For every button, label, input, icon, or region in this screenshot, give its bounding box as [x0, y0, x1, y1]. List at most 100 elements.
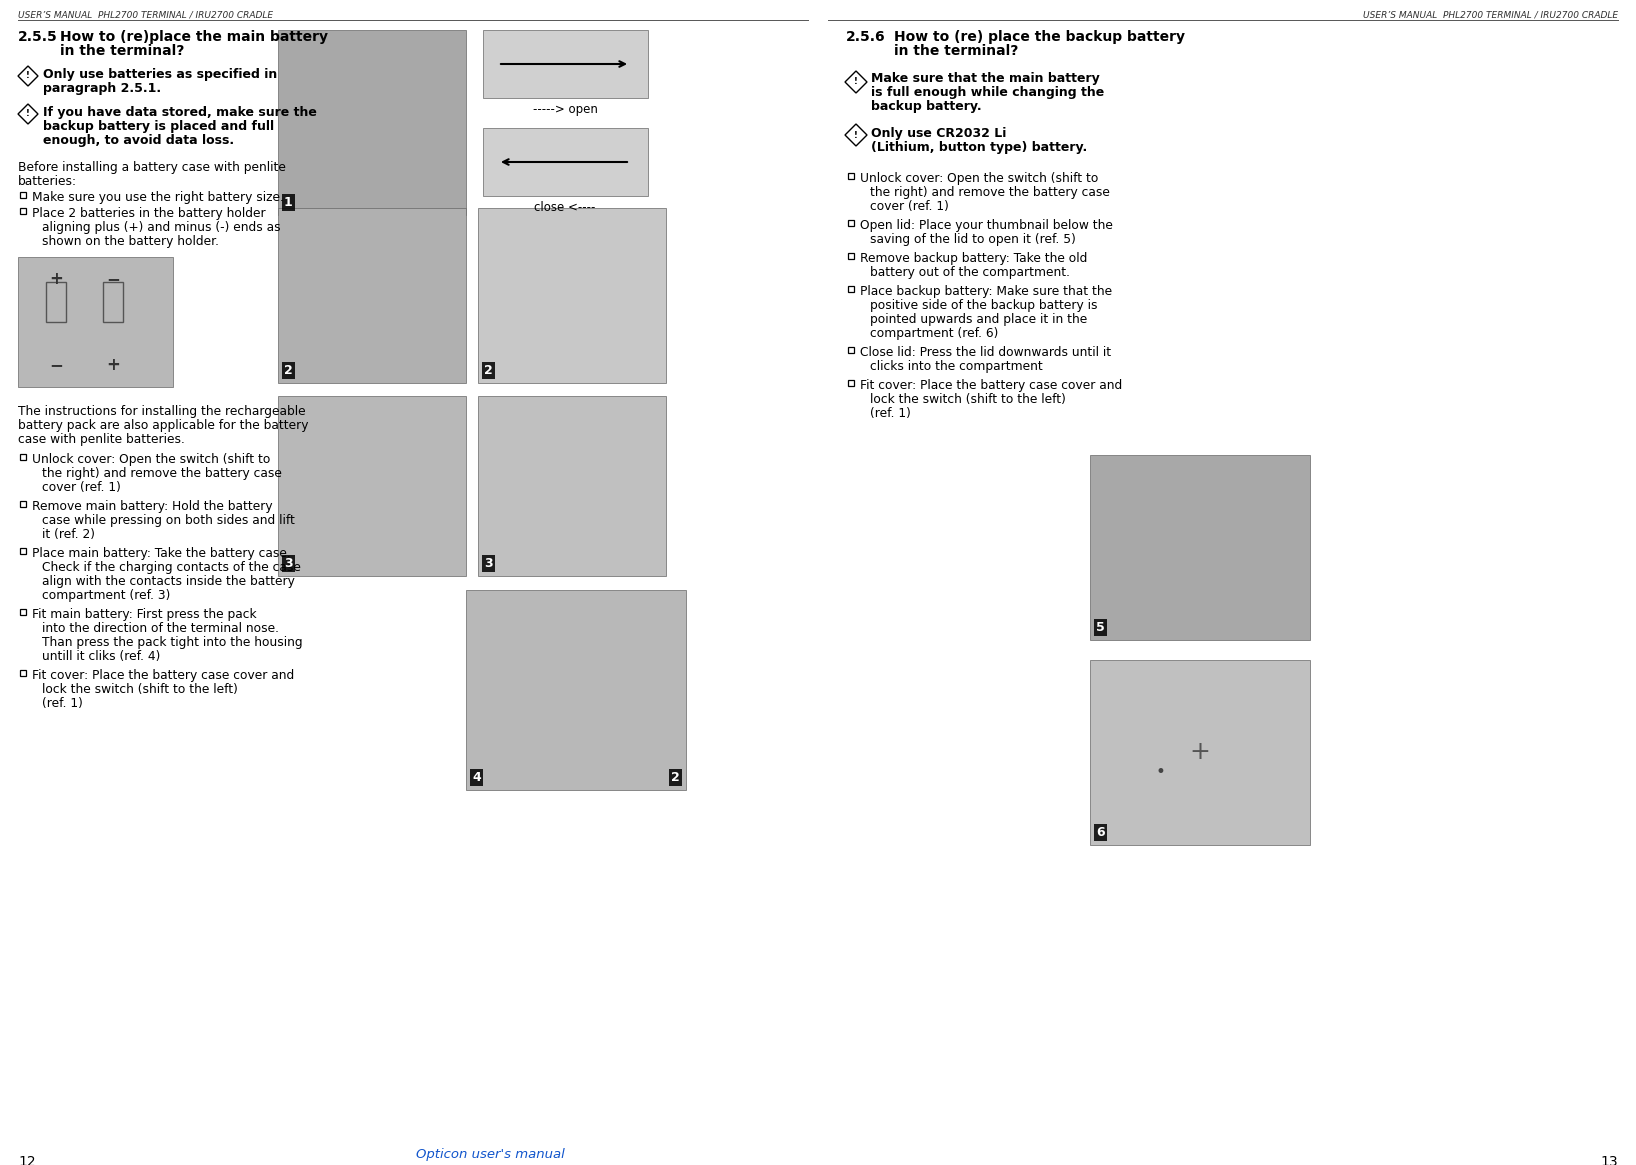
Text: Check if the charging contacts of the case: Check if the charging contacts of the ca…	[43, 562, 301, 574]
Text: backup battery is placed and full: backup battery is placed and full	[43, 120, 275, 133]
Text: paragraph 2.5.1.: paragraph 2.5.1.	[43, 82, 160, 96]
Text: cover (ref. 1): cover (ref. 1)	[43, 481, 121, 494]
Bar	[483, 30, 648, 98]
Text: USER’S MANUAL  PHL2700 TERMINAL / IRU2700 CRADLE: USER’S MANUAL PHL2700 TERMINAL / IRU2700…	[1363, 10, 1618, 19]
Text: Open lid: Place your thumbnail below the: Open lid: Place your thumbnail below the	[861, 219, 1112, 232]
Bar	[478, 396, 666, 576]
Text: it (ref. 2): it (ref. 2)	[43, 528, 95, 541]
Bar	[1090, 456, 1310, 640]
Text: Unlock cover: Open the switch (shift to: Unlock cover: Open the switch (shift to	[861, 172, 1098, 185]
Text: close <----: close <----	[535, 202, 596, 214]
Text: 2: 2	[285, 363, 293, 377]
Text: lock the switch (shift to the left): lock the switch (shift to the left)	[43, 683, 237, 696]
Text: !: !	[854, 78, 857, 86]
Text: 2: 2	[671, 771, 681, 784]
Text: Make sure that the main battery: Make sure that the main battery	[870, 72, 1099, 85]
Text: compartment (ref. 6): compartment (ref. 6)	[870, 327, 998, 340]
Bar	[847, 253, 854, 259]
Bar	[103, 282, 123, 322]
Text: !: !	[26, 71, 29, 80]
Text: Place 2 batteries in the battery holder: Place 2 batteries in the battery holder	[33, 207, 265, 220]
Text: Opticon user's manual: Opticon user's manual	[416, 1148, 564, 1162]
Text: Before installing a battery case with penlite: Before installing a battery case with pe…	[18, 161, 286, 174]
Text: untill it cliks (ref. 4): untill it cliks (ref. 4)	[43, 650, 160, 663]
Text: Fit cover: Place the battery case cover and: Fit cover: Place the battery case cover …	[33, 669, 294, 682]
Bar	[466, 589, 685, 790]
Text: Fit main battery: First press the pack: Fit main battery: First press the pack	[33, 608, 257, 621]
Text: batteries:: batteries:	[18, 175, 77, 188]
Text: How to (re)place the main battery: How to (re)place the main battery	[61, 30, 327, 44]
Bar	[847, 220, 854, 226]
Text: (ref. 1): (ref. 1)	[43, 697, 83, 709]
Text: cover (ref. 1): cover (ref. 1)	[870, 200, 949, 213]
Text: (Lithium, button type) battery.: (Lithium, button type) battery.	[870, 141, 1088, 154]
Text: battery out of the compartment.: battery out of the compartment.	[870, 266, 1070, 278]
Text: Make sure you use the right battery size.: Make sure you use the right battery size…	[33, 191, 285, 204]
Text: Place main battery: Take the battery case.: Place main battery: Take the battery cas…	[33, 548, 291, 560]
Bar	[278, 209, 466, 383]
Text: +: +	[49, 270, 62, 288]
Bar	[847, 285, 854, 292]
Text: −: −	[106, 270, 119, 288]
Text: !: !	[854, 130, 857, 140]
Text: Fit cover: Place the battery case cover and: Fit cover: Place the battery case cover …	[861, 379, 1122, 391]
Text: −: −	[49, 356, 62, 374]
Text: shown on the battery holder.: shown on the battery holder.	[43, 235, 219, 248]
Bar	[20, 670, 26, 676]
Text: align with the contacts inside the battery: align with the contacts inside the batte…	[43, 576, 294, 588]
Text: in the terminal?: in the terminal?	[893, 44, 1018, 58]
Bar	[20, 192, 26, 198]
Bar	[847, 380, 854, 386]
Bar	[847, 347, 854, 353]
Text: The instructions for installing the rechargeable: The instructions for installing the rech…	[18, 405, 306, 418]
Text: 3: 3	[484, 557, 492, 570]
Text: 4: 4	[473, 771, 481, 784]
Text: Remove backup battery: Take the old: Remove backup battery: Take the old	[861, 252, 1088, 264]
Text: Unlock cover: Open the switch (shift to: Unlock cover: Open the switch (shift to	[33, 453, 270, 466]
Bar	[46, 282, 65, 322]
Text: 2: 2	[484, 363, 492, 377]
Bar	[478, 209, 666, 383]
Text: compartment (ref. 3): compartment (ref. 3)	[43, 589, 170, 602]
Text: +: +	[106, 356, 119, 374]
Text: the right) and remove the battery case: the right) and remove the battery case	[870, 186, 1109, 199]
Text: Close lid: Press the lid downwards until it: Close lid: Press the lid downwards until…	[861, 346, 1111, 359]
Text: 3: 3	[285, 557, 293, 570]
Text: 6: 6	[1096, 826, 1104, 839]
Text: Only use CR2032 Li: Only use CR2032 Li	[870, 127, 1006, 140]
Text: pointed upwards and place it in the: pointed upwards and place it in the	[870, 313, 1088, 326]
Text: 5: 5	[1096, 621, 1104, 634]
Text: enough, to avoid data loss.: enough, to avoid data loss.	[43, 134, 234, 147]
Text: Remove main battery: Hold the battery: Remove main battery: Hold the battery	[33, 500, 273, 513]
Text: 1: 1	[285, 196, 293, 209]
Text: +: +	[1189, 740, 1211, 764]
Text: •: •	[1155, 763, 1165, 781]
Text: case with penlite batteries.: case with penlite batteries.	[18, 433, 185, 446]
Text: Place backup battery: Make sure that the: Place backup battery: Make sure that the	[861, 285, 1112, 298]
Text: Only use batteries as specified in: Only use batteries as specified in	[43, 68, 276, 82]
Text: is full enough while changing the: is full enough while changing the	[870, 86, 1104, 99]
Text: case while pressing on both sides and lift: case while pressing on both sides and li…	[43, 514, 294, 527]
Bar	[1090, 661, 1310, 845]
Text: USER’S MANUAL  PHL2700 TERMINAL / IRU2700 CRADLE: USER’S MANUAL PHL2700 TERMINAL / IRU2700…	[18, 10, 273, 19]
Text: battery pack are also applicable for the battery: battery pack are also applicable for the…	[18, 419, 309, 432]
Bar	[20, 209, 26, 214]
Bar	[20, 454, 26, 460]
Text: How to (re) place the backup battery: How to (re) place the backup battery	[893, 30, 1184, 44]
Bar	[483, 128, 648, 196]
Text: lock the switch (shift to the left): lock the switch (shift to the left)	[870, 393, 1067, 405]
Text: -----> open: -----> open	[533, 103, 597, 117]
Bar	[20, 501, 26, 507]
Text: 2.5.5: 2.5.5	[18, 30, 57, 44]
Text: If you have data stored, make sure the: If you have data stored, make sure the	[43, 106, 317, 119]
Text: 2.5.6: 2.5.6	[846, 30, 885, 44]
Text: 12: 12	[18, 1155, 36, 1165]
Text: saving of the lid to open it (ref. 5): saving of the lid to open it (ref. 5)	[870, 233, 1076, 246]
Text: backup battery.: backup battery.	[870, 100, 982, 113]
Bar	[847, 172, 854, 179]
Text: aligning plus (+) and minus (-) ends as: aligning plus (+) and minus (-) ends as	[43, 221, 281, 234]
Text: Than press the pack tight into the housing: Than press the pack tight into the housi…	[43, 636, 303, 649]
Text: into the direction of the terminal nose.: into the direction of the terminal nose.	[43, 622, 280, 635]
Text: 13: 13	[1600, 1155, 1618, 1165]
Text: clicks into the compartment: clicks into the compartment	[870, 360, 1042, 373]
